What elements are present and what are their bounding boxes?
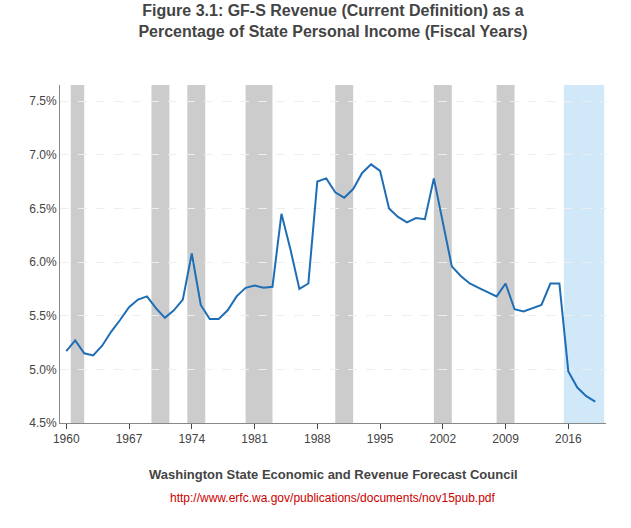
svg-text:1988: 1988 [304, 432, 331, 446]
svg-text:Washington State Economic and: Washington State Economic and Revenue Fo… [149, 467, 518, 482]
svg-text:4.5%: 4.5% [29, 416, 57, 430]
svg-text:http://www.erfc.wa.gov/publica: http://www.erfc.wa.gov/publications/docu… [170, 491, 496, 505]
svg-text:5.5%: 5.5% [29, 309, 57, 323]
svg-text:2002: 2002 [429, 432, 456, 446]
svg-text:1974: 1974 [178, 432, 205, 446]
svg-text:1960: 1960 [53, 432, 80, 446]
svg-text:1995: 1995 [367, 432, 394, 446]
svg-text:1967: 1967 [116, 432, 143, 446]
svg-text:2016: 2016 [555, 432, 582, 446]
svg-text:5.0%: 5.0% [29, 363, 57, 377]
svg-text:Figure 3.1: GF-S Revenue (Curr: Figure 3.1: GF-S Revenue (Current Defini… [138, 2, 527, 40]
svg-text:6.0%: 6.0% [29, 255, 57, 269]
svg-text:2009: 2009 [492, 432, 519, 446]
svg-text:7.0%: 7.0% [29, 148, 57, 162]
svg-text:7.5%: 7.5% [29, 94, 57, 108]
svg-text:1981: 1981 [241, 432, 268, 446]
svg-text:6.5%: 6.5% [29, 202, 57, 216]
